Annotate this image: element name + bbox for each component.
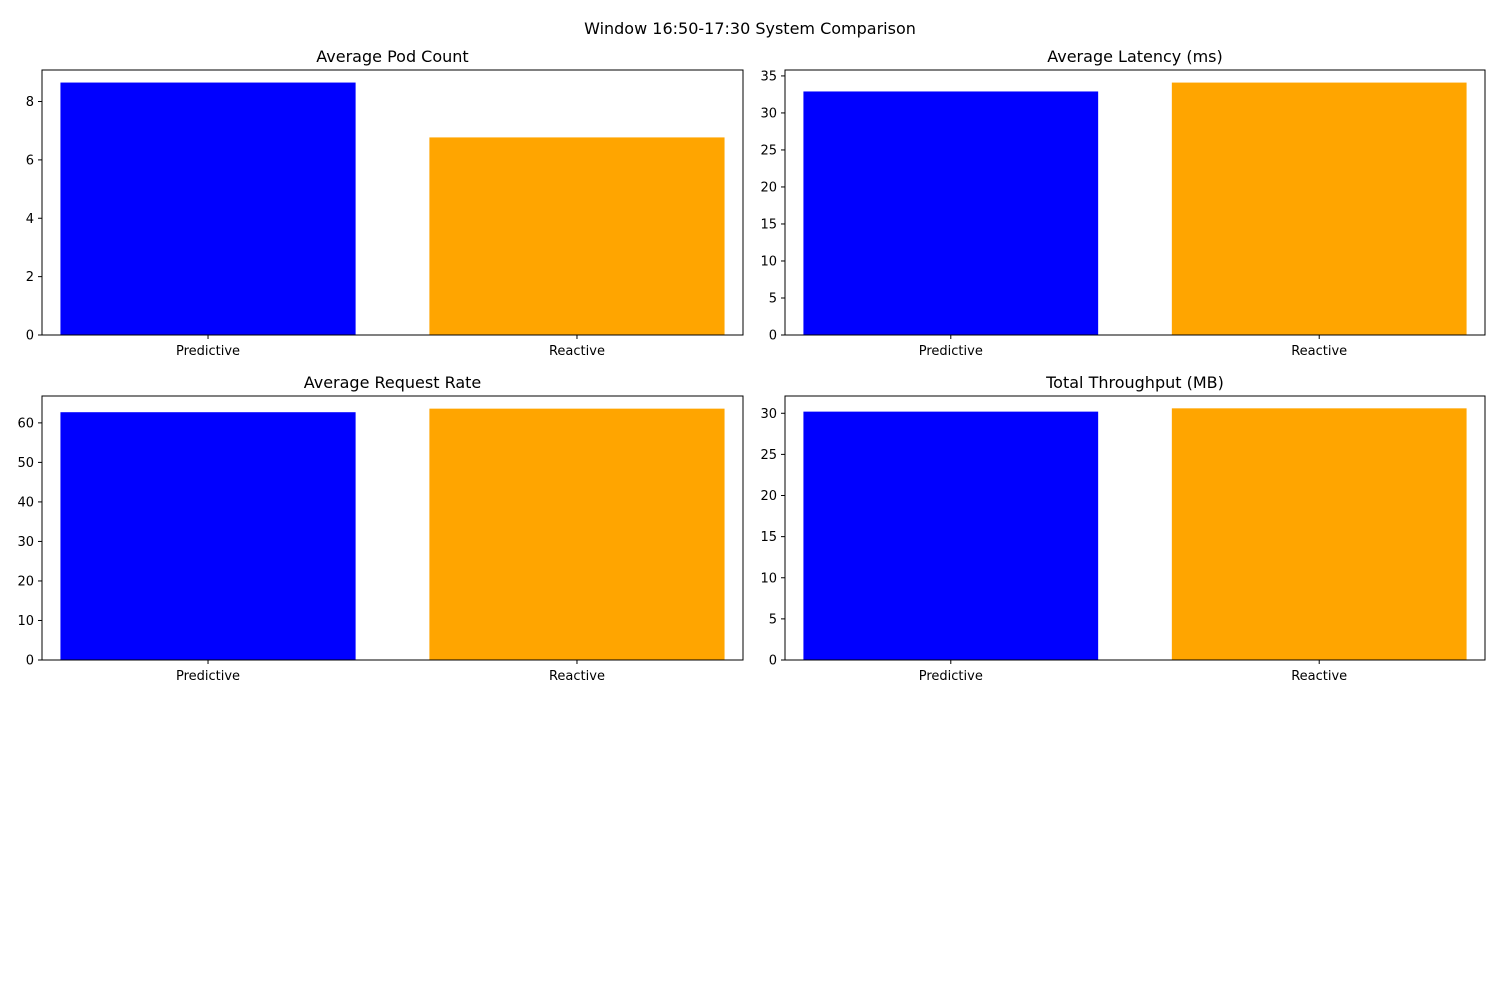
y-tick-label: 20 <box>17 574 34 589</box>
y-tick-label: 5 <box>769 291 777 306</box>
chart-panel-2: Average Latency (ms) Predictive Reactive 0 5… <box>760 47 1486 359</box>
y-tick-label: 40 <box>17 495 34 510</box>
axes-frame <box>784 69 1486 336</box>
x-tick-label: Predictive <box>919 669 983 684</box>
y-tick-label: 30 <box>760 407 777 422</box>
bar-predictive <box>803 91 1099 335</box>
axes-frame <box>41 69 744 336</box>
bar-reactive <box>429 408 725 660</box>
bar-reactive <box>1171 408 1467 660</box>
y-tick-label: 10 <box>17 614 34 629</box>
x-tick-label: Reactive <box>1291 669 1347 684</box>
y-tick-label: 10 <box>760 571 777 586</box>
y-tick-label: 10 <box>760 254 777 269</box>
y-tick-label: 2 <box>26 270 34 285</box>
panel-title: Average Latency (ms) <box>1047 47 1223 66</box>
y-tick-label: 20 <box>760 489 777 504</box>
chart-panels: Average Pod Count Predictive Reactive 0 2 4 6 8… <box>17 47 1486 684</box>
y-tick-label: 5 <box>769 612 777 627</box>
x-tick-label: Reactive <box>549 344 605 359</box>
bar-reactive <box>429 137 725 335</box>
y-tick-label: 30 <box>17 535 34 550</box>
bar-reactive <box>1171 82 1467 335</box>
y-tick-label: 0 <box>769 329 777 344</box>
x-tick-label: Reactive <box>1291 344 1347 359</box>
axes-frame <box>41 395 744 661</box>
y-tick-label: 4 <box>26 212 34 227</box>
panel-title: Average Request Rate <box>304 373 482 392</box>
chart-panel-1: Average Pod Count Predictive Reactive 0 2 4 6 8 <box>26 47 744 359</box>
figure-title: Window 16:50-17:30 System Comparison <box>584 19 916 38</box>
chart-panel-3: Average Request Rate Predictive Reactive 0 1… <box>17 373 744 684</box>
y-tick-label: 6 <box>26 153 34 168</box>
y-tick-label: 0 <box>26 329 34 344</box>
bar-predictive <box>803 411 1099 660</box>
x-tick-label: Predictive <box>176 344 240 359</box>
y-tick-label: 8 <box>26 95 34 110</box>
bar-predictive <box>60 82 356 335</box>
y-tick-label: 0 <box>769 654 777 669</box>
axes-frame <box>784 395 1486 661</box>
y-tick-label: 25 <box>760 448 777 463</box>
y-tick-label: 15 <box>760 217 777 232</box>
y-tick-label: 0 <box>26 654 34 669</box>
y-tick-label: 60 <box>17 416 34 431</box>
x-tick-label: Reactive <box>549 669 605 684</box>
x-tick-label: Predictive <box>919 344 983 359</box>
bar-predictive <box>60 412 356 660</box>
x-tick-label: Predictive <box>176 669 240 684</box>
panel-title: Average Pod Count <box>316 47 468 66</box>
chart-panel-4: Total Throughput (MB) Predictive Reactive 0… <box>760 373 1486 684</box>
y-tick-label: 25 <box>760 143 777 158</box>
y-tick-label: 20 <box>760 180 777 195</box>
y-tick-label: 15 <box>760 530 777 545</box>
y-tick-label: 35 <box>760 69 777 84</box>
panel-title: Total Throughput (MB) <box>1045 373 1224 392</box>
y-tick-label: 30 <box>760 106 777 121</box>
y-tick-label: 50 <box>17 456 34 471</box>
